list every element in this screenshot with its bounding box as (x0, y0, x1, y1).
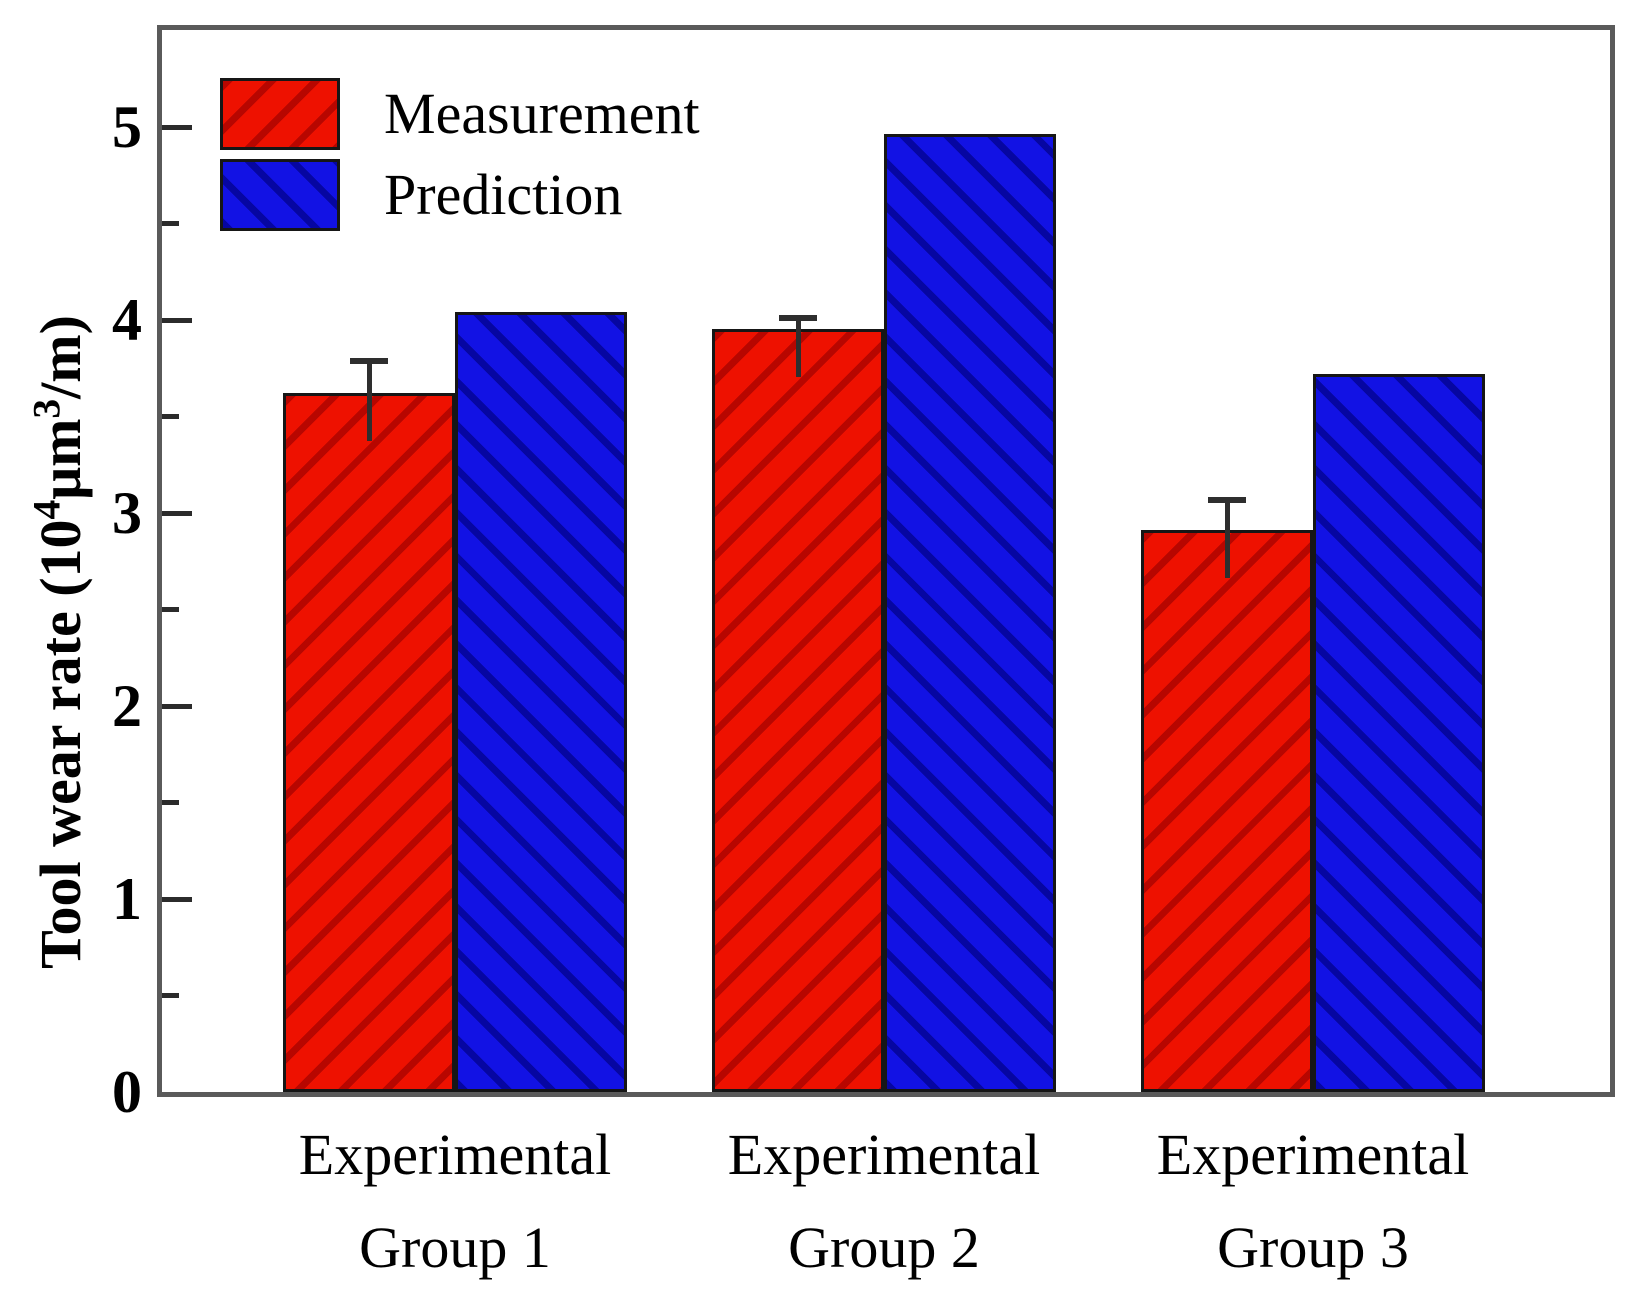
prediction-swatch (220, 159, 340, 231)
y-minor-tick-2.5 (162, 607, 179, 612)
error-bar-stem-group-1 (367, 364, 372, 441)
plot-area: Measurement Prediction (157, 25, 1615, 1097)
bar-prediction-group-3 (1313, 374, 1485, 1092)
measurement-swatch (220, 78, 340, 150)
bar-prediction-group-1 (455, 312, 627, 1092)
y-tick-label-0: 0 (112, 1059, 142, 1125)
x-category-label-group-3: Experimental Group 3 (1053, 1108, 1573, 1294)
y-minor-tick-3.5 (162, 414, 179, 419)
error-bar-stem-group-3 (1225, 503, 1230, 578)
x-label-line: Group 2 (788, 1215, 980, 1280)
y-tick-label-5: 5 (112, 94, 142, 160)
y-minor-tick-4.5 (162, 221, 179, 226)
error-bar-stem-group-2 (796, 321, 801, 377)
y-minor-tick-1.5 (162, 800, 179, 805)
y-major-tick-1 (162, 897, 192, 902)
y-tick-label-1: 1 (112, 866, 142, 932)
legend-item-measurement: Measurement (220, 78, 700, 150)
x-label-line: Group 1 (359, 1215, 551, 1280)
bar-prediction-group-2 (884, 134, 1056, 1092)
x-category-label-group-1: Experimental Group 1 (195, 1108, 715, 1294)
x-label-line: Experimental (727, 1122, 1041, 1187)
legend-item-prediction: Prediction (220, 159, 700, 231)
y-major-tick-3 (162, 511, 192, 516)
bar-measurement-group-3 (1141, 530, 1313, 1092)
y-tick-label-4: 4 (112, 287, 142, 353)
y-tick-label-3: 3 (112, 480, 142, 546)
y-tick-label-2: 2 (112, 673, 142, 739)
error-bar-cap-group-1 (350, 358, 388, 364)
ylabel-superscript: 3 (24, 398, 69, 419)
y-major-tick-2 (162, 704, 192, 709)
bar-measurement-group-1 (283, 393, 455, 1092)
error-bar-cap-group-3 (1208, 497, 1246, 503)
legend: Measurement Prediction (220, 78, 700, 240)
x-label-line: Experimental (298, 1122, 612, 1187)
x-category-label-group-2: Experimental Group 2 (624, 1108, 1144, 1294)
y-major-tick-4 (162, 318, 192, 323)
x-label-line: Group 3 (1217, 1215, 1409, 1280)
legend-label-prediction: Prediction (384, 162, 623, 227)
error-bar-cap-group-2 (779, 315, 817, 321)
legend-label-measurement: Measurement (384, 81, 700, 146)
y-minor-tick-0.5 (162, 993, 179, 998)
y-major-tick-5 (162, 125, 192, 130)
bar-measurement-group-2 (712, 329, 884, 1092)
x-label-line: Experimental (1156, 1122, 1470, 1187)
